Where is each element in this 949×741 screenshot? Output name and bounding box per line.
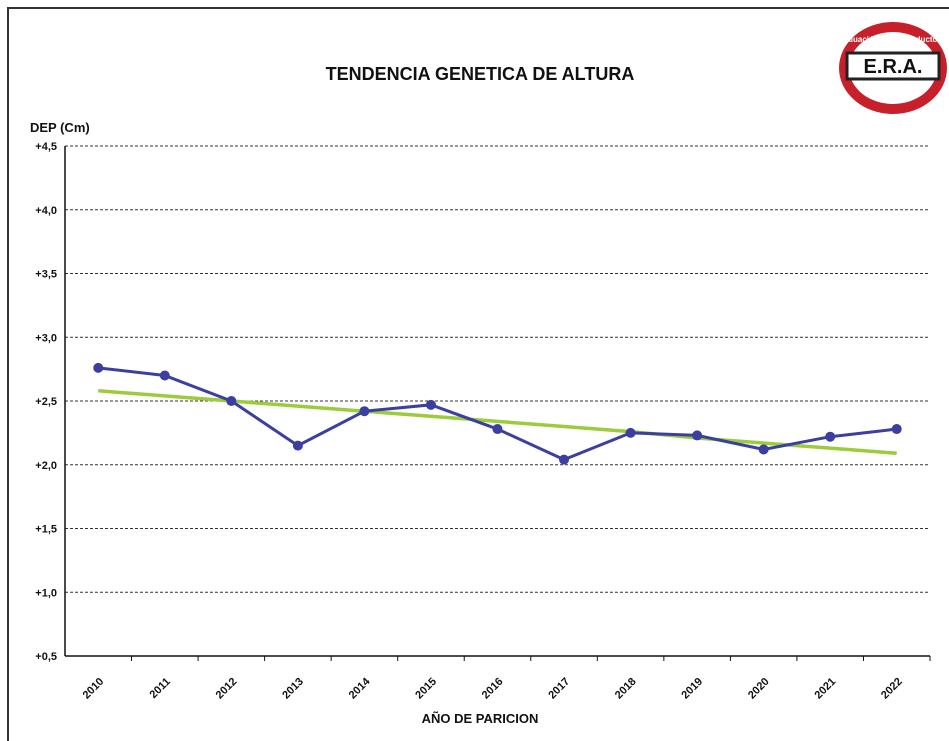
data-point <box>625 427 636 438</box>
data-point <box>825 431 836 442</box>
logo-bottom: AnGus <box>869 86 916 102</box>
y-tick-label: +2,5 <box>35 396 57 408</box>
x-axis-label: AÑO DE PARICION <box>422 711 539 726</box>
data-point <box>891 424 902 435</box>
y-tick-label: +0,5 <box>35 651 57 663</box>
data-point <box>758 444 769 455</box>
frame <box>7 7 949 741</box>
chart-title: TENDENCIA GENETICA DE ALTURA <box>326 64 635 84</box>
y-tick-label: +3,5 <box>35 269 57 281</box>
data-point <box>226 396 237 406</box>
data-point <box>359 406 370 417</box>
data-point <box>93 362 104 373</box>
y-tick-label: +1,0 <box>35 587 57 599</box>
logo: E.R.A. Evaluación de Reproductores AnGus <box>837 22 949 114</box>
logo-main: E.R.A. <box>864 56 923 78</box>
logo-top: Evaluación de Reproductores <box>837 35 949 44</box>
data-point <box>159 370 170 381</box>
logo-box <box>845 51 941 81</box>
y-axis-label: DEP (Cm) <box>30 120 90 135</box>
data-point <box>692 430 703 441</box>
y-tick-label: +4,5 <box>35 141 57 153</box>
data-point <box>292 440 303 451</box>
y-tick-label: +4,0 <box>35 205 57 217</box>
data-point <box>425 399 436 410</box>
y-tick-label: +1,5 <box>35 524 57 536</box>
y-tick-label: +2,0 <box>35 460 57 472</box>
data-point <box>559 454 570 465</box>
y-tick-label: +3,0 <box>35 332 57 344</box>
data-point <box>492 424 503 435</box>
